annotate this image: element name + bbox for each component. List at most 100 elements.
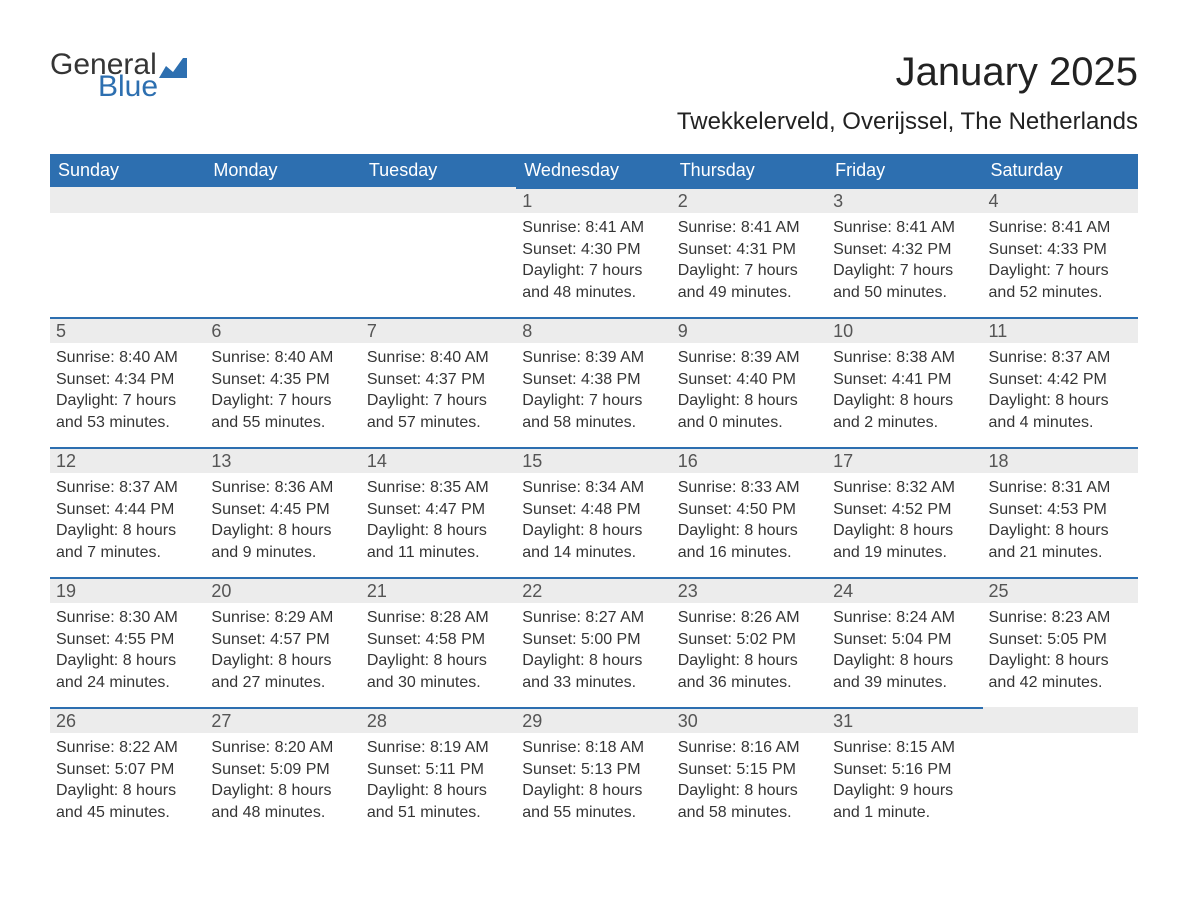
daylight-text: Daylight: 8 hours and 7 minutes.	[56, 520, 199, 563]
calendar-day-cell: 19Sunrise: 8:30 AMSunset: 4:55 PMDayligh…	[50, 577, 205, 707]
sunrise-text: Sunrise: 8:41 AM	[522, 217, 665, 239]
sunrise-text: Sunrise: 8:18 AM	[522, 737, 665, 759]
weekday-header: Monday	[205, 154, 360, 187]
sunset-text: Sunset: 4:53 PM	[989, 499, 1132, 521]
day-number: 20	[205, 577, 360, 603]
day-number: 15	[516, 447, 671, 473]
sunset-text: Sunset: 4:40 PM	[678, 369, 821, 391]
day-number: 4	[983, 187, 1138, 213]
day-details: Sunrise: 8:34 AMSunset: 4:48 PMDaylight:…	[516, 473, 671, 567]
day-details: Sunrise: 8:40 AMSunset: 4:37 PMDaylight:…	[361, 343, 516, 437]
daylight-text: Daylight: 8 hours and 48 minutes.	[211, 780, 354, 823]
calendar-day-cell: 2Sunrise: 8:41 AMSunset: 4:31 PMDaylight…	[672, 187, 827, 317]
sunrise-text: Sunrise: 8:28 AM	[367, 607, 510, 629]
sunset-text: Sunset: 5:02 PM	[678, 629, 821, 651]
sunrise-text: Sunrise: 8:23 AM	[989, 607, 1132, 629]
calendar-day-cell	[361, 187, 516, 317]
day-details: Sunrise: 8:23 AMSunset: 5:05 PMDaylight:…	[983, 603, 1138, 697]
day-details: Sunrise: 8:37 AMSunset: 4:44 PMDaylight:…	[50, 473, 205, 567]
calendar-day-cell: 14Sunrise: 8:35 AMSunset: 4:47 PMDayligh…	[361, 447, 516, 577]
calendar-table: Sunday Monday Tuesday Wednesday Thursday…	[50, 154, 1138, 837]
sunrise-text: Sunrise: 8:15 AM	[833, 737, 976, 759]
sunset-text: Sunset: 5:00 PM	[522, 629, 665, 651]
daylight-text: Daylight: 7 hours and 55 minutes.	[211, 390, 354, 433]
calendar-day-cell: 15Sunrise: 8:34 AMSunset: 4:48 PMDayligh…	[516, 447, 671, 577]
calendar-day-cell: 5Sunrise: 8:40 AMSunset: 4:34 PMDaylight…	[50, 317, 205, 447]
calendar-day-cell: 26Sunrise: 8:22 AMSunset: 5:07 PMDayligh…	[50, 707, 205, 837]
daylight-text: Daylight: 8 hours and 21 minutes.	[989, 520, 1132, 563]
weekday-header: Tuesday	[361, 154, 516, 187]
calendar-day-cell: 25Sunrise: 8:23 AMSunset: 5:05 PMDayligh…	[983, 577, 1138, 707]
day-number: 1	[516, 187, 671, 213]
day-number: 6	[205, 317, 360, 343]
sunrise-text: Sunrise: 8:41 AM	[833, 217, 976, 239]
day-number: 10	[827, 317, 982, 343]
weekday-header: Friday	[827, 154, 982, 187]
calendar-day-cell: 28Sunrise: 8:19 AMSunset: 5:11 PMDayligh…	[361, 707, 516, 837]
day-details: Sunrise: 8:32 AMSunset: 4:52 PMDaylight:…	[827, 473, 982, 567]
day-details: Sunrise: 8:38 AMSunset: 4:41 PMDaylight:…	[827, 343, 982, 437]
day-number: 30	[672, 707, 827, 733]
calendar-day-cell: 18Sunrise: 8:31 AMSunset: 4:53 PMDayligh…	[983, 447, 1138, 577]
sunset-text: Sunset: 4:35 PM	[211, 369, 354, 391]
sunrise-text: Sunrise: 8:37 AM	[989, 347, 1132, 369]
calendar-week-row: 1Sunrise: 8:41 AMSunset: 4:30 PMDaylight…	[50, 187, 1138, 317]
weekday-header: Saturday	[983, 154, 1138, 187]
sunrise-text: Sunrise: 8:36 AM	[211, 477, 354, 499]
sunrise-text: Sunrise: 8:39 AM	[678, 347, 821, 369]
day-number: 23	[672, 577, 827, 603]
day-number: 12	[50, 447, 205, 473]
header: General Blue January 2025	[50, 50, 1138, 102]
day-details: Sunrise: 8:26 AMSunset: 5:02 PMDaylight:…	[672, 603, 827, 697]
daylight-text: Daylight: 8 hours and 11 minutes.	[367, 520, 510, 563]
day-number: 17	[827, 447, 982, 473]
day-number: 28	[361, 707, 516, 733]
daylight-text: Daylight: 8 hours and 33 minutes.	[522, 650, 665, 693]
sunset-text: Sunset: 4:55 PM	[56, 629, 199, 651]
daylight-text: Daylight: 8 hours and 39 minutes.	[833, 650, 976, 693]
day-number: 31	[827, 707, 982, 733]
sunset-text: Sunset: 4:30 PM	[522, 239, 665, 261]
sunset-text: Sunset: 5:16 PM	[833, 759, 976, 781]
sunrise-text: Sunrise: 8:27 AM	[522, 607, 665, 629]
sunrise-text: Sunrise: 8:38 AM	[833, 347, 976, 369]
calendar-day-cell: 6Sunrise: 8:40 AMSunset: 4:35 PMDaylight…	[205, 317, 360, 447]
day-number: 27	[205, 707, 360, 733]
sunset-text: Sunset: 4:38 PM	[522, 369, 665, 391]
sunrise-text: Sunrise: 8:40 AM	[56, 347, 199, 369]
calendar-day-cell: 11Sunrise: 8:37 AMSunset: 4:42 PMDayligh…	[983, 317, 1138, 447]
sunset-text: Sunset: 4:33 PM	[989, 239, 1132, 261]
calendar-day-cell: 22Sunrise: 8:27 AMSunset: 5:00 PMDayligh…	[516, 577, 671, 707]
calendar-day-cell: 21Sunrise: 8:28 AMSunset: 4:58 PMDayligh…	[361, 577, 516, 707]
daylight-text: Daylight: 7 hours and 48 minutes.	[522, 260, 665, 303]
day-number	[50, 187, 205, 213]
calendar-day-cell: 1Sunrise: 8:41 AMSunset: 4:30 PMDaylight…	[516, 187, 671, 317]
calendar-day-cell: 29Sunrise: 8:18 AMSunset: 5:13 PMDayligh…	[516, 707, 671, 837]
calendar-day-cell: 16Sunrise: 8:33 AMSunset: 4:50 PMDayligh…	[672, 447, 827, 577]
sunrise-text: Sunrise: 8:26 AM	[678, 607, 821, 629]
sunset-text: Sunset: 4:52 PM	[833, 499, 976, 521]
sunrise-text: Sunrise: 8:32 AM	[833, 477, 976, 499]
day-details: Sunrise: 8:16 AMSunset: 5:15 PMDaylight:…	[672, 733, 827, 827]
day-details: Sunrise: 8:36 AMSunset: 4:45 PMDaylight:…	[205, 473, 360, 567]
day-number: 2	[672, 187, 827, 213]
daylight-text: Daylight: 8 hours and 42 minutes.	[989, 650, 1132, 693]
day-number: 24	[827, 577, 982, 603]
day-details: Sunrise: 8:19 AMSunset: 5:11 PMDaylight:…	[361, 733, 516, 827]
day-details: Sunrise: 8:39 AMSunset: 4:38 PMDaylight:…	[516, 343, 671, 437]
logo-text-blue: Blue	[98, 72, 187, 102]
day-details: Sunrise: 8:41 AMSunset: 4:30 PMDaylight:…	[516, 213, 671, 307]
calendar-week-row: 5Sunrise: 8:40 AMSunset: 4:34 PMDaylight…	[50, 317, 1138, 447]
sunset-text: Sunset: 4:41 PM	[833, 369, 976, 391]
location-subtitle: Twekkelerveld, Overijssel, The Netherlan…	[50, 108, 1138, 136]
weekday-header: Thursday	[672, 154, 827, 187]
calendar-day-cell: 24Sunrise: 8:24 AMSunset: 5:04 PMDayligh…	[827, 577, 982, 707]
daylight-text: Daylight: 7 hours and 52 minutes.	[989, 260, 1132, 303]
daylight-text: Daylight: 9 hours and 1 minute.	[833, 780, 976, 823]
daylight-text: Daylight: 8 hours and 9 minutes.	[211, 520, 354, 563]
calendar-day-cell: 23Sunrise: 8:26 AMSunset: 5:02 PMDayligh…	[672, 577, 827, 707]
calendar-day-cell: 20Sunrise: 8:29 AMSunset: 4:57 PMDayligh…	[205, 577, 360, 707]
daylight-text: Daylight: 8 hours and 36 minutes.	[678, 650, 821, 693]
day-number: 25	[983, 577, 1138, 603]
daylight-text: Daylight: 7 hours and 57 minutes.	[367, 390, 510, 433]
